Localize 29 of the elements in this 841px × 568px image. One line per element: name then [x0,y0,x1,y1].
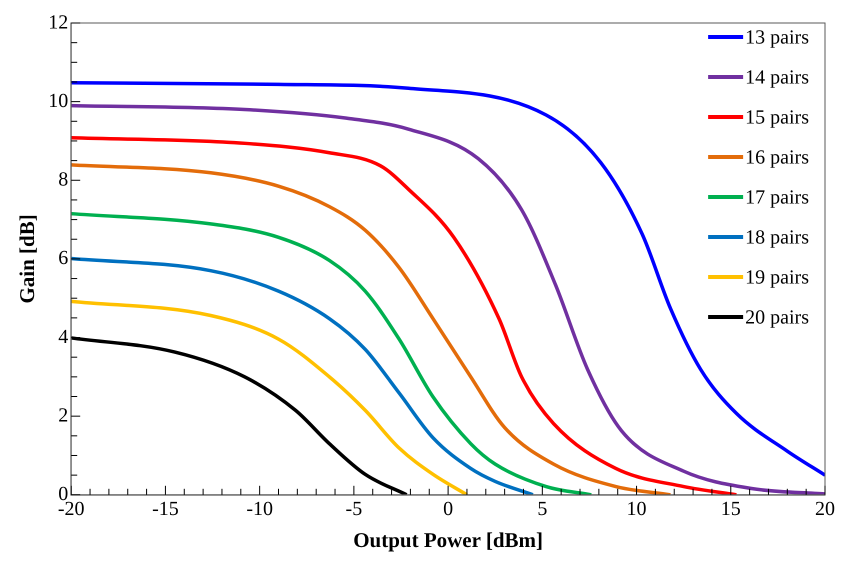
x-tick-label: -10 [246,498,273,520]
y-tick-label: 10 [48,90,68,112]
line-series [71,256,535,495]
legend-label: 16 pairs [745,146,810,168]
x-axis-title: Output Power [dBm] [353,528,543,552]
y-axis-title: Gain [dB] [15,214,40,304]
y-tick-label: 2 [58,404,68,426]
y-tick-label: 12 [48,11,68,34]
line-series [71,300,469,495]
x-tick-label: 20 [815,498,835,520]
legend-label: 19 pairs [745,266,810,288]
legend-label: 17 pairs [745,186,810,208]
line-series [71,212,594,495]
y-tick-label: 8 [58,168,68,191]
legend-label: 18 pairs [745,226,810,248]
x-tick-label: 5 [537,498,548,520]
x-tick-label: -15 [152,498,179,520]
legend-label: 15 pairs [745,106,810,128]
x-tick-label: 0 [443,498,454,520]
line-series [71,163,672,495]
legend-label: 14 pairs [745,66,810,88]
x-tick-label: 15 [720,498,741,520]
legend-label: 20 pairs [745,306,810,328]
line-series [71,136,738,495]
x-tick-label: 10 [626,498,647,520]
y-tick-label: 4 [58,326,68,348]
y-tick-label: 6 [58,247,68,270]
x-tick-label: -5 [346,498,362,520]
legend-label: 13 pairs [745,26,810,48]
